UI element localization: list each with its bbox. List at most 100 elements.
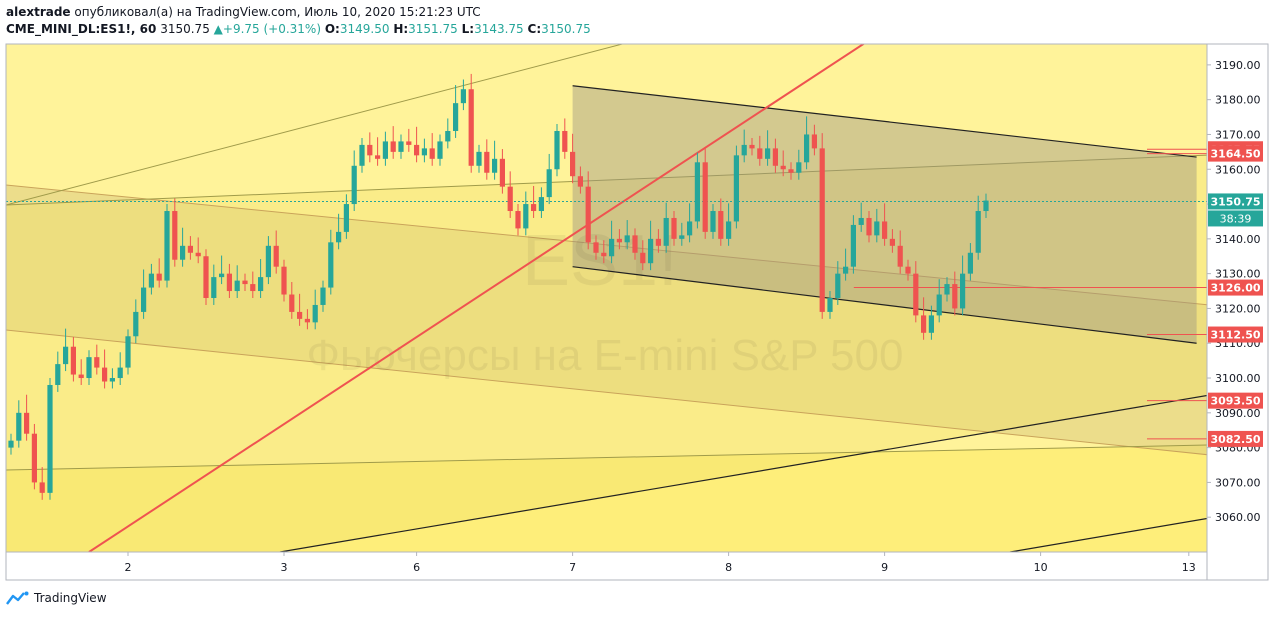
candle-body xyxy=(897,245,903,267)
candle xyxy=(609,220,615,264)
candle xyxy=(304,309,310,330)
time-tick-label: 10 xyxy=(1034,561,1048,574)
candle-body xyxy=(499,158,505,187)
candle-body xyxy=(492,158,498,173)
candle xyxy=(328,229,334,295)
candle xyxy=(203,249,209,305)
candle-body xyxy=(297,311,303,319)
high-label: H: xyxy=(393,22,409,36)
candle xyxy=(882,203,888,246)
candle xyxy=(476,144,482,173)
candle-body xyxy=(211,277,217,298)
candle xyxy=(960,255,966,316)
candle-body xyxy=(905,266,911,274)
candle xyxy=(975,195,981,260)
price-label-box xyxy=(1208,430,1263,447)
candle-body xyxy=(8,440,14,448)
candle xyxy=(671,211,677,246)
candle xyxy=(86,350,92,385)
open-label: O: xyxy=(324,22,340,36)
candle-body xyxy=(648,238,654,264)
candle-body xyxy=(702,162,708,232)
author-name[interactable]: alextrade xyxy=(6,5,71,19)
tradingview-logo[interactable]: TradingView xyxy=(6,591,107,605)
candle xyxy=(195,237,201,264)
candle xyxy=(554,124,560,177)
candle xyxy=(265,236,271,285)
candle-body xyxy=(258,277,264,292)
candle xyxy=(601,240,607,264)
candle xyxy=(632,228,638,260)
countdown-box xyxy=(1208,210,1263,227)
support-line-2 xyxy=(1009,517,1207,552)
last-price: 3150.75 xyxy=(160,22,210,36)
candle-body xyxy=(320,287,326,305)
candle xyxy=(31,423,37,490)
candle-body xyxy=(468,89,474,166)
candle-body xyxy=(172,211,178,260)
candle xyxy=(866,211,872,243)
candle-body xyxy=(655,238,661,246)
candle xyxy=(164,204,170,288)
candle-body xyxy=(967,252,973,274)
time-axis[interactable]: 2 3 6 7 8 9 10 13 xyxy=(125,552,1196,574)
candle-body xyxy=(850,224,856,267)
candle-body xyxy=(226,273,232,292)
candle-body xyxy=(242,280,248,285)
candle xyxy=(531,185,537,218)
candle xyxy=(616,229,622,250)
time-tick-label: 3 xyxy=(281,561,288,574)
bar-countdown: 38:39 xyxy=(1220,212,1252,225)
candle-body xyxy=(944,284,950,295)
candle xyxy=(928,305,934,340)
price-tick-label: 3060.00 xyxy=(1215,511,1261,524)
candle xyxy=(804,116,810,170)
candle xyxy=(336,213,342,250)
candle xyxy=(78,359,84,385)
candle-body xyxy=(772,148,778,166)
tradingview-brand: TradingView xyxy=(34,591,107,605)
candle xyxy=(577,166,583,194)
candle xyxy=(523,191,529,236)
candle xyxy=(55,351,61,392)
price-label: 3126.00 xyxy=(1208,279,1263,296)
candle xyxy=(663,202,669,253)
candle-body xyxy=(679,235,685,239)
candle xyxy=(757,135,763,166)
candle-body xyxy=(39,482,45,493)
candle xyxy=(921,297,927,340)
publish-line: alextrade опубликовал(а) на TradingView.… xyxy=(6,4,591,21)
price-label: 3082.50 xyxy=(1208,430,1263,447)
candle-body xyxy=(975,211,981,253)
level-lines xyxy=(853,148,1207,440)
candle-body xyxy=(281,266,287,295)
candle-body xyxy=(203,256,209,298)
candle-body xyxy=(827,298,833,312)
candle xyxy=(445,118,451,149)
candle-body xyxy=(796,162,802,173)
candle-body xyxy=(55,364,61,385)
symbol-name[interactable]: CME_MINI_DL:ES1!, 60 xyxy=(6,22,157,36)
candle-body xyxy=(109,378,115,382)
chart-frame xyxy=(5,43,1269,581)
candle xyxy=(16,400,22,448)
candle xyxy=(242,273,248,292)
candle xyxy=(624,220,630,250)
candle xyxy=(492,140,498,180)
candle xyxy=(733,145,739,229)
candle-body xyxy=(102,367,108,382)
candle xyxy=(125,329,131,375)
candle-body xyxy=(367,144,373,156)
candle xyxy=(570,133,576,184)
candle xyxy=(702,146,708,239)
candle xyxy=(796,149,802,180)
close-label: C: xyxy=(527,22,542,36)
candle xyxy=(593,235,599,260)
candle xyxy=(726,203,732,246)
candle-body xyxy=(632,235,638,253)
candle-body xyxy=(336,231,342,243)
candle xyxy=(250,271,256,298)
candle-body xyxy=(757,148,763,159)
candle xyxy=(234,265,240,298)
